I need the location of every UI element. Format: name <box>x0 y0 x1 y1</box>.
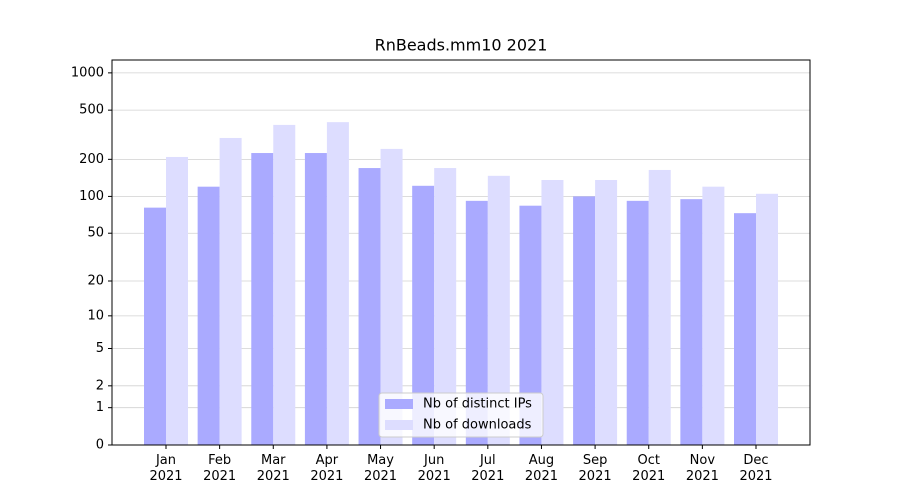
x-tick-label: May 2021 <box>363 453 398 484</box>
y-tick-label: 50 <box>87 226 104 241</box>
bar <box>756 193 778 445</box>
bar <box>702 186 725 445</box>
y-tick-label: 5 <box>96 341 104 356</box>
legend-label: Nb of distinct IPs <box>423 397 532 412</box>
bar <box>251 153 274 445</box>
y-tick-label: 1 <box>96 400 104 415</box>
bar <box>648 169 671 446</box>
bar <box>273 124 296 446</box>
x-tick-label: Jun 2021 <box>417 453 451 484</box>
y-tick-label: 0 <box>96 438 104 453</box>
bar <box>358 168 381 446</box>
x-tick-label: Aug 2021 <box>524 453 558 484</box>
legend-swatch <box>385 420 413 430</box>
legend-label: Nb of downloads <box>423 418 532 433</box>
y-tick-label: 10 <box>87 308 104 323</box>
bar <box>573 196 596 445</box>
bar <box>166 156 188 445</box>
axes-frame <box>111 59 811 446</box>
y-tick-label: 20 <box>87 274 104 289</box>
bar <box>412 185 435 446</box>
legend-swatch <box>385 399 413 409</box>
x-tick-label: Nov 2021 <box>685 453 719 484</box>
x-tick-label: Jan 2021 <box>149 453 183 484</box>
bar <box>541 179 564 445</box>
y-tick-label: 100 <box>79 189 104 204</box>
bar <box>304 153 327 445</box>
y-tick-label: 200 <box>79 152 104 167</box>
y-tick-label: 500 <box>79 103 104 118</box>
bar <box>680 199 703 445</box>
x-tick-label: Feb 2021 <box>203 453 237 484</box>
bar <box>326 122 349 446</box>
y-tick-label: 1000 <box>71 65 104 80</box>
bar <box>595 179 618 445</box>
x-tick-label: Sep 2021 <box>578 453 612 484</box>
bar <box>144 207 166 445</box>
x-tick-label: Dec 2021 <box>739 453 773 484</box>
bar <box>519 205 542 445</box>
x-tick-label: Mar 2021 <box>256 453 290 484</box>
y-tick-label: 2 <box>96 378 104 393</box>
x-tick-label: Jul 2021 <box>471 453 505 484</box>
bar <box>626 200 649 445</box>
x-tick-label: Oct 2021 <box>632 453 666 484</box>
bar <box>487 175 510 445</box>
bar <box>734 213 756 445</box>
x-tick-label: Apr 2021 <box>310 453 344 484</box>
bar <box>197 186 220 445</box>
bar <box>219 137 242 445</box>
chart-title: RnBeads.mm10 2021 <box>375 36 548 55</box>
bar <box>380 148 403 445</box>
legend-box <box>378 392 544 438</box>
bar <box>434 168 457 446</box>
bar <box>465 200 488 445</box>
